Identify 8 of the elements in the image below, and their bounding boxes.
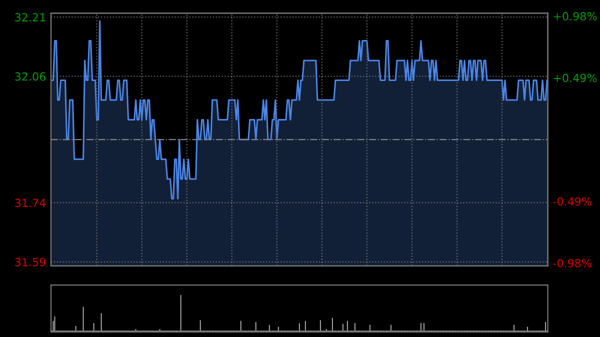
y2-tick-label: +0.98% bbox=[554, 12, 597, 20]
y-tick-label: 31.59 bbox=[15, 258, 46, 266]
y2-tick-label: +0.49% bbox=[554, 74, 597, 82]
y2-tick-label: -0.98% bbox=[553, 258, 592, 268]
y-tick-label: 32.06 bbox=[15, 72, 46, 81]
y-tick-label: 32.21 bbox=[15, 13, 46, 22]
y2-tick-label: -0.49% bbox=[553, 197, 592, 206]
y-tick-label: 31.74 bbox=[15, 198, 46, 208]
